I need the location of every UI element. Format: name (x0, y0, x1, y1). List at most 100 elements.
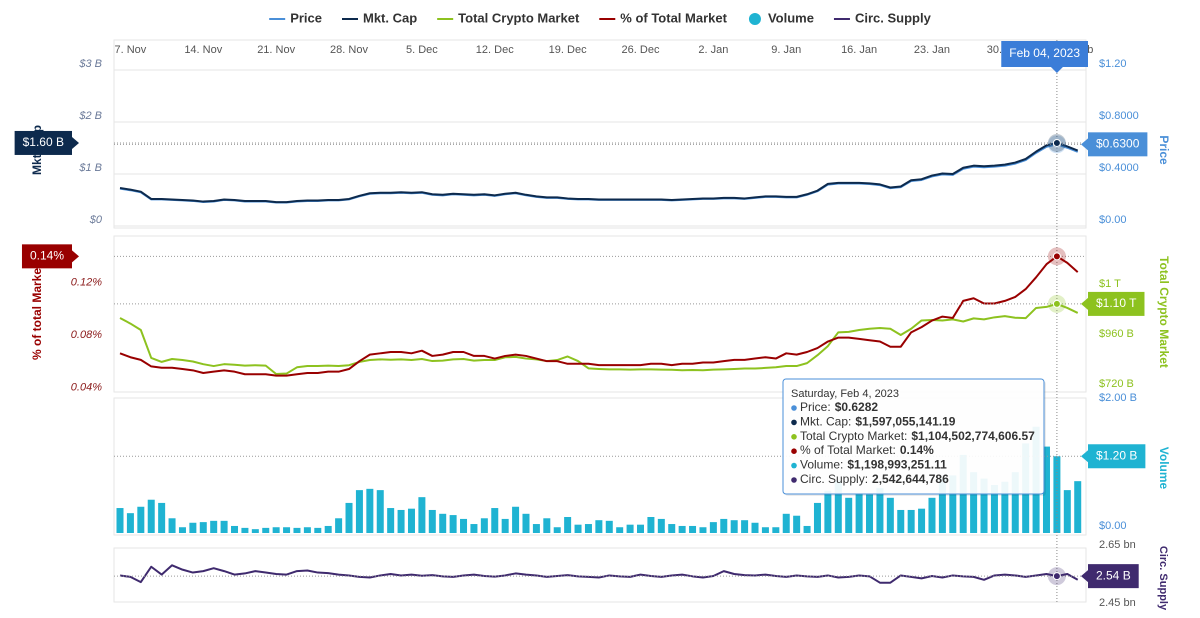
volume-bar (751, 522, 759, 533)
volume-bar (855, 493, 863, 533)
volume-bar (866, 494, 874, 533)
tooltip-bullet (791, 434, 797, 440)
series-line (119, 564, 1079, 584)
crosshair-date-arrow (1050, 67, 1063, 73)
series-line (119, 143, 1079, 204)
x-tick-label: 16. Jan (841, 44, 877, 56)
volume-bar (168, 518, 176, 533)
y-tick-label: 0.12% (71, 276, 102, 288)
volume-bar (480, 518, 488, 533)
y-tick-label: $0.4000 (1099, 162, 1139, 174)
volume-bar (574, 524, 582, 533)
axis-title: Volume (1157, 447, 1171, 490)
crosshair-label: 0.14% (30, 249, 64, 263)
crosshair-label-arrow (1081, 297, 1088, 310)
tooltip-value: 2,542,644,786 (872, 472, 949, 486)
volume-bar (730, 520, 738, 533)
y-tick-label: $1 T (1099, 278, 1121, 290)
legend-item[interactable]: Mkt. Cap (342, 10, 417, 25)
crosshair-label: 2.54 B (1096, 568, 1131, 582)
volume-bar (637, 524, 644, 533)
tooltip-row: % of Total Market: 0.14% (800, 443, 934, 457)
volume-bar (678, 525, 686, 533)
volume-bar (501, 518, 509, 533)
legend-item[interactable]: Total Crypto Market (437, 10, 580, 25)
volume-bar (491, 508, 499, 533)
volume-bar (532, 524, 540, 533)
volume-bar (564, 517, 572, 533)
legend-item[interactable]: Circ. Supply (833, 10, 932, 25)
tooltip-value: 0.14% (900, 443, 934, 457)
crosshair-label-box (1088, 291, 1145, 316)
tooltip-row: Volume: $1,198,993,251.11 (800, 458, 947, 472)
panel-frame (113, 39, 1087, 229)
volume-bar (626, 524, 634, 533)
volume-bar (907, 509, 915, 533)
hover-marker (1052, 252, 1061, 261)
series-line (119, 141, 1079, 204)
tooltip-value: $1,597,055,141.19 (855, 415, 955, 429)
volume-bar (709, 522, 717, 533)
tooltip-label: Total Crypto Market: (800, 429, 907, 443)
legend-item[interactable]: Price (269, 10, 322, 25)
legend-item[interactable]: % of Total Market (599, 10, 728, 25)
volume-bar (1001, 481, 1009, 533)
volume-bar (938, 478, 946, 533)
volume-bar (387, 508, 395, 533)
volume-bar (199, 522, 207, 533)
x-tick-label: 12. Dec (476, 44, 514, 56)
volume-bar (584, 524, 592, 533)
volume-bar (262, 527, 270, 533)
volume-bar (668, 524, 676, 533)
tooltip-row: Mkt. Cap: $1,597,055,141.19 (800, 415, 956, 429)
volume-bar (220, 520, 228, 533)
crosshair-label-box (1088, 564, 1139, 589)
crosshair-label-arrow (1081, 450, 1088, 463)
tooltip-label: Price: (800, 400, 831, 414)
volume-bar (647, 517, 655, 533)
legend-label: Total Crypto Market (458, 10, 580, 25)
volume-bar (314, 527, 322, 533)
volume-bar (803, 525, 811, 533)
volume-bar (657, 518, 665, 533)
volume-bar (418, 497, 426, 533)
volume-bar (137, 506, 145, 533)
volume-bar (772, 527, 780, 533)
x-tick-label: 23. Jan (914, 44, 950, 56)
volume-bar (272, 527, 280, 533)
y-tick-label: $960 B (1099, 328, 1134, 340)
volume-bar (980, 478, 988, 533)
crosshair-label: $1.10 T (1096, 296, 1137, 310)
y-tick-label: $2.00 B (1099, 392, 1137, 404)
x-tick-label: 26. Dec (622, 44, 660, 56)
legend-label: Mkt. Cap (363, 10, 417, 25)
tooltip-label: % of Total Market: (800, 443, 896, 457)
legend-item[interactable]: Volume (748, 10, 814, 25)
volume-bar (126, 513, 134, 533)
y-tick-label: $0.00 (1099, 214, 1127, 226)
y-tick-label: $720 B (1099, 378, 1134, 390)
crosshair-label-arrow (1081, 570, 1088, 583)
volume-bar (1074, 481, 1082, 533)
volume-bar (813, 502, 821, 533)
crosshair-label-arrow (1081, 138, 1088, 151)
crosshair-label: $1.60 B (23, 135, 64, 149)
volume-bar (189, 522, 197, 533)
volume-bar (928, 497, 936, 533)
y-tick-label: $1 B (78, 162, 102, 174)
y-tick-label: $0 (89, 214, 103, 226)
panel-frame (113, 547, 1087, 603)
tooltip-label: Mkt. Cap: (800, 415, 851, 429)
tooltip-row: Total Crypto Market: $1,104,502,774,606.5… (800, 429, 1035, 443)
volume-bar (407, 508, 415, 533)
volume-bar (918, 508, 926, 533)
x-tick-label: 2. Jan (698, 44, 728, 56)
volume-bar (397, 509, 405, 533)
y-tick-label: 0.04% (71, 381, 102, 393)
crosshair-label-box (21, 244, 72, 269)
volume-bar (324, 525, 332, 533)
legend-label: Volume (768, 10, 814, 25)
x-tick-label: 14. Nov (184, 44, 222, 56)
volume-bar (553, 527, 561, 533)
volume-bar (178, 527, 186, 533)
